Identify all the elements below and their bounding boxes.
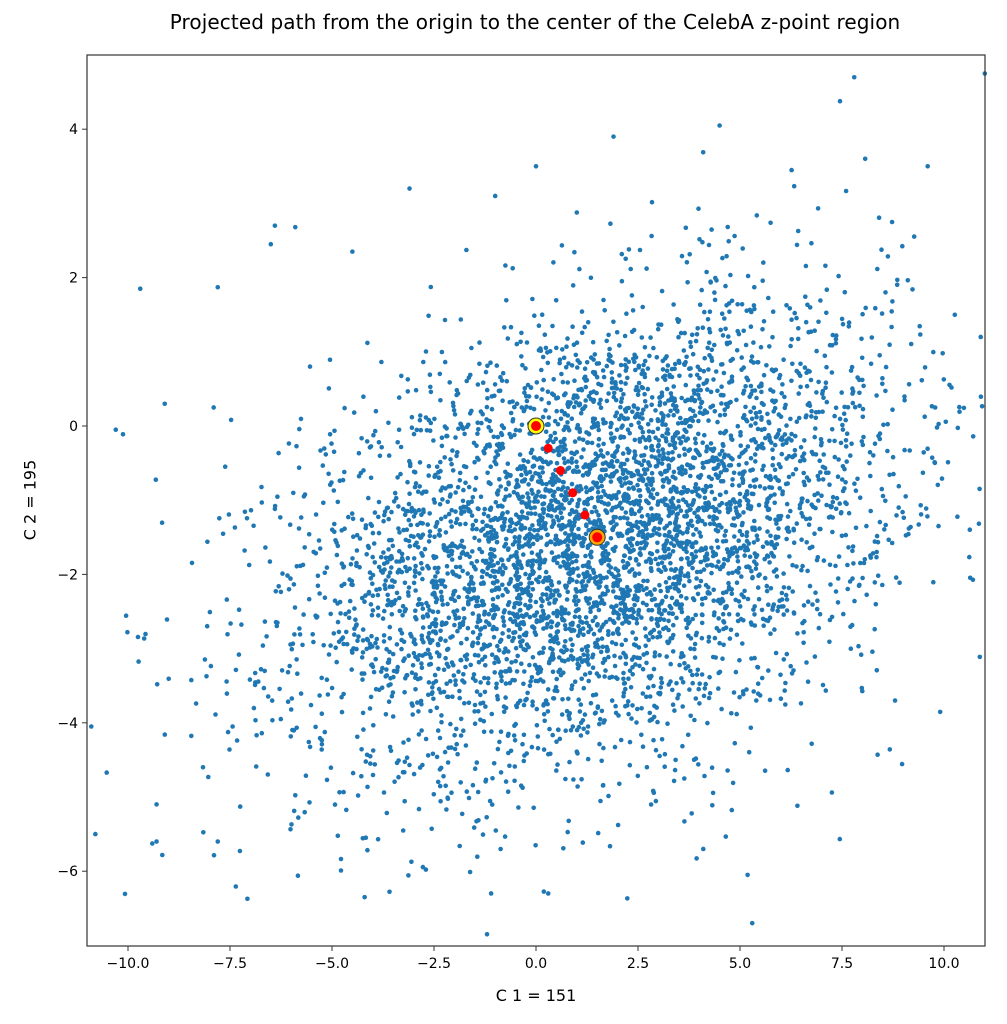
x-axis-label: C 1 = 151 xyxy=(495,986,577,1005)
x-axis-ticks: −10.0 −7.5 −5.0 −2.5 0.0 2.5 5.0 7.5 10.0 xyxy=(107,946,960,972)
chart-title: Projected path from the origin to the ce… xyxy=(169,10,901,34)
y-axis-ticks: 420−2−4−6 xyxy=(57,122,87,880)
projected-path-points xyxy=(527,417,606,546)
scatter-points xyxy=(88,71,988,937)
